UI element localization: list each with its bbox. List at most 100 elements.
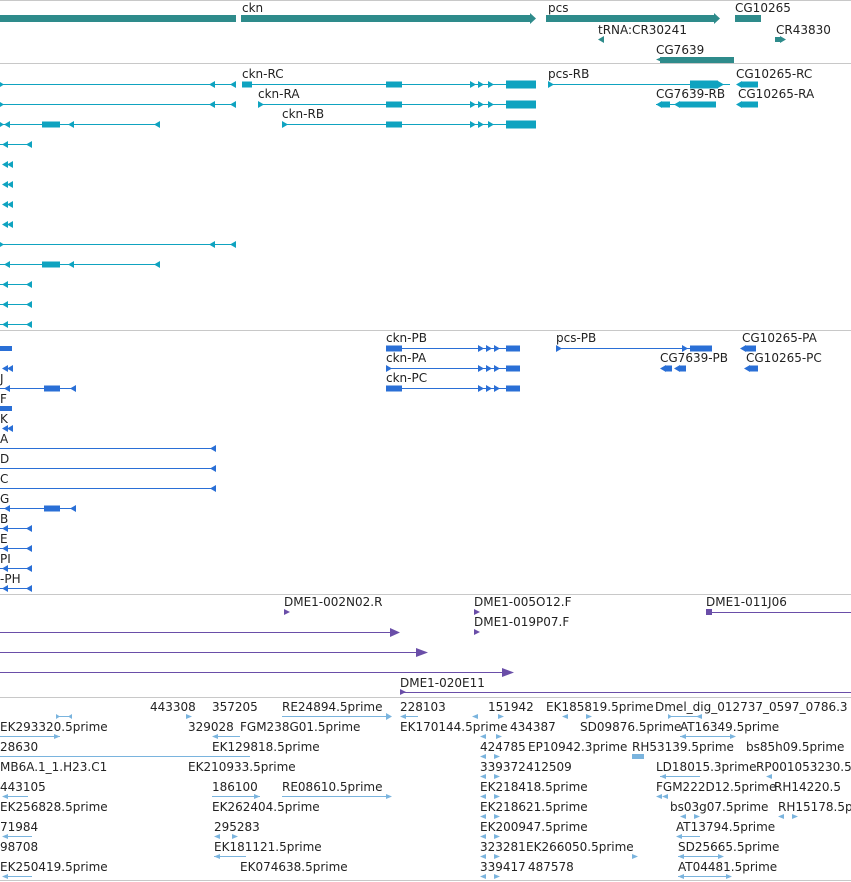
est-label: FGM222D12.5prime bbox=[656, 780, 776, 794]
clone-partial[interactable] bbox=[0, 648, 428, 657]
transcript-partial[interactable] bbox=[2, 161, 13, 168]
cds-partial[interactable] bbox=[0, 445, 216, 452]
est-feature[interactable] bbox=[212, 734, 240, 739]
cds-segment bbox=[26, 525, 32, 532]
est-feature[interactable] bbox=[282, 713, 392, 720]
est-feature[interactable] bbox=[2, 834, 32, 839]
est-feature[interactable] bbox=[660, 774, 700, 779]
gene-feature[interactable] bbox=[0, 15, 236, 22]
est-feature[interactable] bbox=[472, 714, 504, 719]
gene-CR43830[interactable]: CR43830 bbox=[775, 23, 831, 43]
est-feature[interactable] bbox=[0, 734, 60, 739]
cds-partial[interactable] bbox=[0, 406, 12, 411]
cds-partial[interactable] bbox=[0, 346, 12, 351]
clone-DME1-011J06[interactable]: DME1-011J06 bbox=[706, 595, 851, 615]
clone-partial[interactable] bbox=[0, 628, 400, 637]
est-label: RE24894.5prime bbox=[282, 700, 383, 714]
est-feature[interactable] bbox=[676, 834, 700, 839]
est-label: EK262404.5prime bbox=[212, 800, 320, 814]
est-feature[interactable] bbox=[400, 714, 418, 719]
transcript-partial[interactable] bbox=[0, 101, 236, 108]
est-feature[interactable] bbox=[680, 814, 700, 819]
est-feature[interactable] bbox=[480, 754, 500, 759]
protein-CG10265-PA[interactable]: CG10265-PA bbox=[740, 331, 818, 352]
cds-partial[interactable] bbox=[0, 385, 76, 392]
strand-arrow bbox=[714, 13, 720, 24]
transcript-ckn-RC[interactable]: ckn-RC bbox=[242, 67, 536, 89]
est-feature[interactable] bbox=[562, 714, 592, 719]
cds-partial[interactable] bbox=[0, 505, 76, 512]
est-feature[interactable] bbox=[212, 794, 260, 799]
est-feature[interactable] bbox=[678, 854, 724, 859]
transcript-partial[interactable] bbox=[0, 241, 236, 248]
clone-DME1-005O12.F[interactable]: DME1-005O12.F bbox=[474, 595, 572, 615]
transcript-partial[interactable] bbox=[0, 281, 32, 288]
transcript-partial[interactable] bbox=[0, 261, 160, 268]
cds-partial[interactable] bbox=[2, 425, 13, 432]
gene-pcs[interactable]: pcs bbox=[546, 1, 720, 24]
clone-DME1-002N02.R[interactable]: DME1-002N02.R bbox=[284, 595, 382, 615]
est-feature[interactable] bbox=[778, 814, 798, 819]
est-feature[interactable] bbox=[480, 854, 500, 859]
protein-ckn-PB[interactable]: ckn-PB bbox=[386, 331, 520, 352]
est-feature[interactable] bbox=[678, 874, 732, 879]
gene-ckn[interactable]: ckn bbox=[241, 1, 536, 24]
est-feature[interactable] bbox=[214, 834, 238, 839]
est-feature[interactable] bbox=[2, 874, 32, 879]
est-feature[interactable] bbox=[632, 854, 638, 859]
transcript-partial[interactable] bbox=[0, 121, 160, 128]
protein-CG10265-PC[interactable]: CG10265-PC bbox=[744, 351, 822, 372]
cds-partial[interactable] bbox=[2, 365, 13, 372]
est-feature[interactable] bbox=[56, 714, 72, 719]
est-feature[interactable] bbox=[480, 774, 500, 779]
clone-DME1-019P07.F[interactable]: DME1-019P07.F bbox=[474, 615, 569, 635]
protein-pcs-PB[interactable]: pcs-PB bbox=[556, 331, 712, 352]
est-feature[interactable] bbox=[480, 834, 500, 839]
est-feature[interactable] bbox=[480, 734, 502, 739]
est-feature[interactable] bbox=[186, 714, 192, 719]
transcript-CG10265-RC[interactable]: CG10265-RC bbox=[736, 67, 812, 88]
transcript-ckn-RA[interactable]: ckn-RA bbox=[258, 87, 536, 109]
est-arrow bbox=[494, 754, 500, 759]
protein-CG7639-PB[interactable]: CG7639-PB bbox=[660, 351, 728, 372]
cds-partial[interactable] bbox=[0, 485, 216, 492]
est-arrow bbox=[2, 794, 8, 799]
gene-bar bbox=[735, 15, 761, 22]
transcript-CG10265-RA[interactable]: CG10265-RA bbox=[736, 87, 815, 108]
est-label: 151942 bbox=[488, 700, 534, 714]
est-label: EK200947.5prime bbox=[480, 820, 588, 834]
est-feature[interactable] bbox=[2, 794, 28, 799]
est-feature[interactable] bbox=[632, 754, 644, 759]
transcript-partial[interactable] bbox=[2, 181, 13, 188]
transcript-partial[interactable] bbox=[0, 301, 32, 308]
clone-DME1-020E11[interactable]: DME1-020E11 bbox=[400, 676, 851, 695]
gene-CG10265[interactable]: CG10265 bbox=[735, 1, 791, 22]
transcript-ckn-RB[interactable]: ckn-RB bbox=[282, 107, 536, 129]
est-feature[interactable] bbox=[214, 854, 246, 859]
transcript-partial[interactable] bbox=[0, 321, 32, 328]
est-feature[interactable] bbox=[282, 794, 392, 799]
protein-ckn-PC[interactable]: ckn-PC bbox=[386, 371, 520, 392]
est-feature[interactable] bbox=[656, 794, 668, 799]
cds-partial[interactable] bbox=[0, 565, 32, 572]
gene-CG7639[interactable]: CG7639 bbox=[656, 43, 734, 63]
cds-partial[interactable] bbox=[0, 465, 216, 472]
transcript-partial[interactable] bbox=[2, 221, 13, 228]
cds-partial[interactable] bbox=[0, 545, 32, 552]
gene-tRNA-CR30241[interactable]: tRNA:CR30241 bbox=[598, 23, 687, 43]
transcript-CG7639-RB[interactable]: CG7639-RB bbox=[656, 87, 725, 108]
est-feature[interactable] bbox=[480, 814, 500, 819]
cds-partial[interactable] bbox=[0, 585, 32, 592]
est-feature[interactable] bbox=[766, 774, 772, 779]
transcript-partial[interactable] bbox=[0, 141, 32, 148]
protein-ckn-PA[interactable]: ckn-PA bbox=[386, 351, 520, 372]
est-feature[interactable] bbox=[668, 714, 702, 719]
transcript-partial[interactable] bbox=[2, 201, 13, 208]
est-feature[interactable] bbox=[480, 794, 500, 799]
clone-partial[interactable] bbox=[0, 668, 514, 677]
transcript-partial[interactable] bbox=[0, 81, 236, 88]
cds-partial[interactable] bbox=[0, 525, 32, 532]
est-feature[interactable] bbox=[680, 734, 736, 739]
est-feature[interactable] bbox=[480, 874, 500, 879]
transcript-pcs-RB[interactable]: pcs-RB bbox=[548, 67, 730, 89]
